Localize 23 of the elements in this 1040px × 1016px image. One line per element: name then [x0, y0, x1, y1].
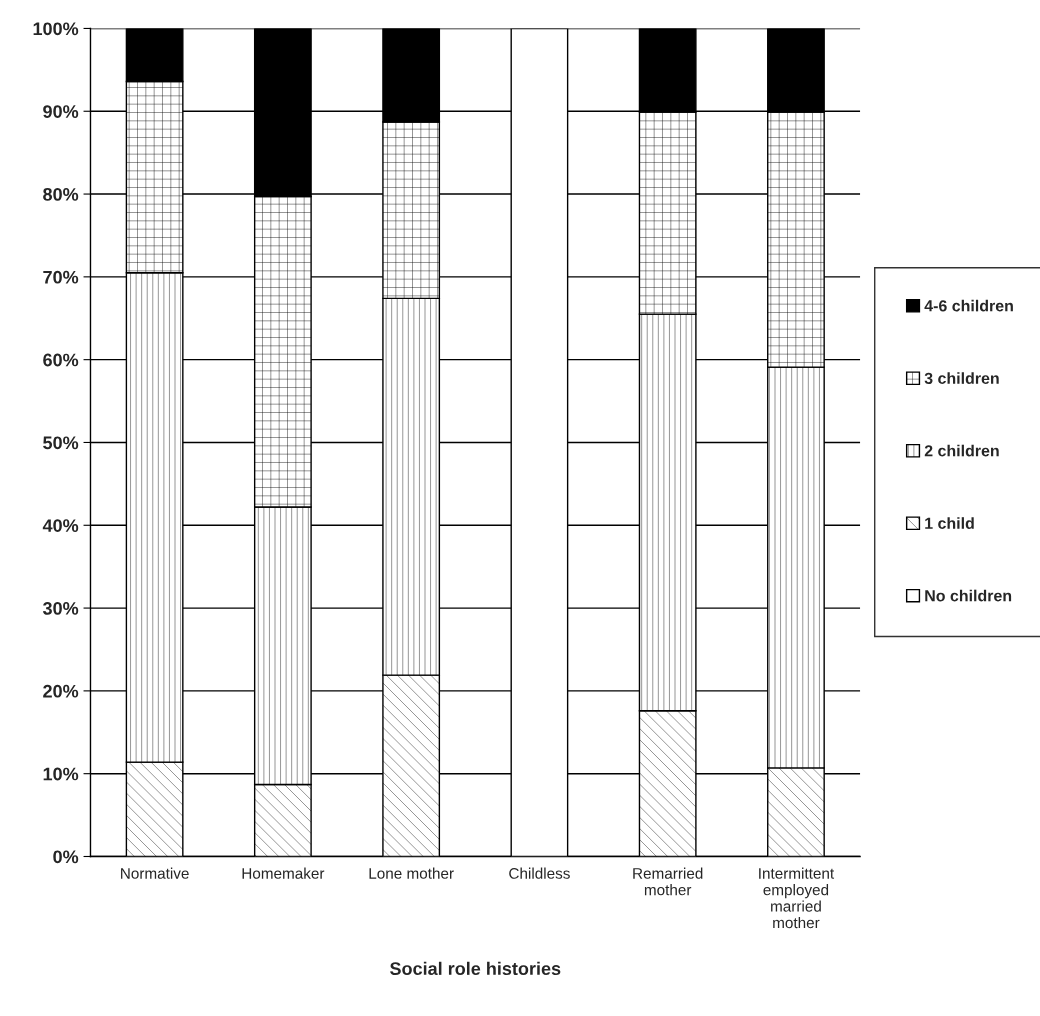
x-tick-label: Homemaker	[242, 867, 325, 879]
y-tick-label: 100%	[33, 22, 79, 36]
legend-label: 3 children	[924, 372, 999, 384]
x-tick-label: Intermittent employed married mother	[759, 867, 835, 929]
y-tick-label: 50%	[43, 436, 79, 450]
y-tick-label: 20%	[43, 684, 79, 698]
y-tick-label: 70%	[43, 270, 79, 284]
y-tick-label: 40%	[42, 519, 79, 532]
x-tick-label: Lone mother	[369, 867, 454, 879]
y-tick-label: 0%	[53, 850, 79, 864]
legend-label: 4-6 children	[924, 299, 1013, 312]
legend-label: No children	[925, 589, 1012, 602]
y-tick-label: 90%	[43, 105, 79, 118]
x-tick-label: Childless	[509, 867, 570, 879]
x-axis-title: Social role histories	[390, 961, 561, 976]
x-tick-label: Normative	[121, 867, 189, 879]
y-tick-label: 80%	[43, 187, 79, 201]
y-tick-label: 60%	[43, 353, 79, 367]
y-tick-label: 30%	[42, 602, 79, 615]
legend-label: 2 children	[924, 444, 999, 457]
x-tick-label: Remarried mother	[633, 867, 703, 896]
y-tick-label: 10%	[43, 767, 79, 781]
legend-label: 1 child	[925, 517, 974, 529]
